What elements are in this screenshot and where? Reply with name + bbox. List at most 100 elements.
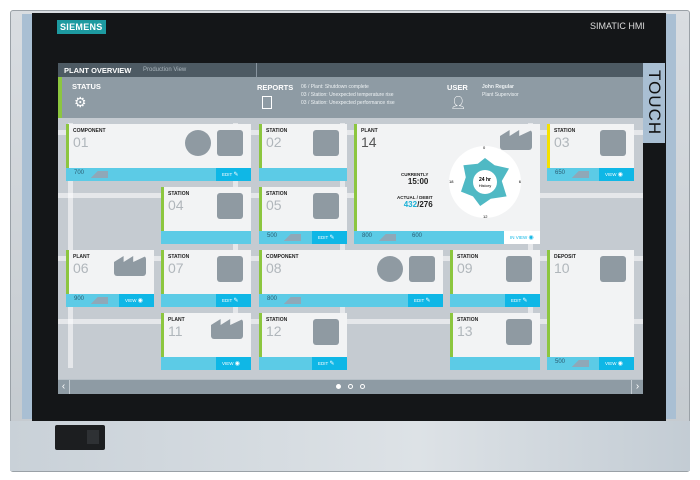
dial-tick-label: 18 <box>449 179 454 184</box>
dial-tick-label: 0 <box>483 145 486 150</box>
page-subtitle: Production View <box>143 67 187 73</box>
pencil-icon: ✎ <box>522 298 528 304</box>
pencil-icon: ✎ <box>425 298 431 304</box>
pipe-icon <box>313 130 339 156</box>
factory-icon <box>211 319 243 339</box>
tile-type: STATION <box>457 254 479 260</box>
tile-station-07[interactable]: STATION 07 EDIT ✎ <box>161 250 251 307</box>
pencil-icon: ✎ <box>329 361 335 367</box>
pipe-icon <box>600 130 626 156</box>
button-label: VIEW <box>605 172 617 177</box>
actual-value: 432 <box>403 200 418 209</box>
button-label: EDIT <box>511 298 522 303</box>
user-icon[interactable]: 👤︎ <box>450 95 467 110</box>
tile-number: 14 <box>361 134 377 150</box>
tile-type: PLANT <box>168 317 185 323</box>
tile-edit-button[interactable]: EDIT ✎ <box>312 231 347 244</box>
pipe-line <box>528 123 533 368</box>
tile-station-13[interactable]: STATION 13 <box>450 313 540 370</box>
tile-bar: 650 VIEW ◉ <box>547 168 634 181</box>
button-label: EDIT <box>222 298 233 303</box>
tile-type: STATION <box>168 191 190 197</box>
button-label: EDIT <box>318 235 329 240</box>
tile-view-button[interactable]: VIEW ◉ <box>216 357 251 370</box>
button-label: VIEW <box>605 361 617 366</box>
tile-bar <box>259 168 347 181</box>
tile-plant-14[interactable]: PLANT 14 CURRENTLY 15:00 ACTUAL / DEBIT 43… <box>354 124 540 244</box>
user-label[interactable]: USER <box>447 83 468 92</box>
tile-edit-button[interactable]: EDIT ✎ <box>216 168 251 181</box>
tile-station-02[interactable]: STATION 02 <box>259 124 347 181</box>
tile-value: 800 <box>267 296 278 302</box>
tile-bar: EDIT ✎ <box>161 294 251 307</box>
pipe-icon <box>506 256 532 282</box>
pipe-line <box>58 319 643 324</box>
tile-edit-button[interactable]: EDIT ✎ <box>216 294 251 307</box>
eye-icon: ◉ <box>234 361 241 367</box>
history-dial[interactable]: 24 hr History 0 6 12 18 <box>449 145 521 219</box>
pipe-icon <box>313 319 339 345</box>
tile-plant-06[interactable]: PLANT 06 900 VIEW ◉ <box>66 250 154 307</box>
tile-plant-11[interactable]: PLANT 11 VIEW ◉ <box>161 313 251 370</box>
tile-bar: VIEW ◉ <box>161 357 251 370</box>
tile-bar: 900 VIEW ◉ <box>66 294 154 307</box>
tile-bar: EDIT ✎ <box>450 294 540 307</box>
tile-station-04[interactable]: STATION 04 <box>161 187 251 244</box>
tile-view-button[interactable]: VIEW ◉ <box>119 294 154 307</box>
pipe-line <box>58 130 643 135</box>
tile-number: 11 <box>168 323 183 339</box>
clipboard-icon[interactable] <box>262 96 272 109</box>
tile-bar: 800 EDIT ✎ <box>259 294 443 307</box>
actual-debit-info: ACTUAL / DEBIT 432/276 <box>397 195 433 209</box>
sparkline-chart <box>567 171 589 178</box>
tile-station-05[interactable]: STATION 05 500 EDIT ✎ <box>259 187 347 244</box>
currently-label: CURRENTLY <box>401 172 429 177</box>
gear-icon[interactable]: ⚙ <box>74 94 87 110</box>
tile-bar <box>161 231 251 244</box>
tile-type: COMPONENT <box>73 128 106 134</box>
tile-edit-button[interactable]: EDIT ✎ <box>505 294 540 307</box>
tile-station-03[interactable]: STATION 03 650 VIEW ◉ <box>547 124 634 181</box>
tile-value: 650 <box>555 170 566 176</box>
tile-edit-button[interactable]: EDIT ✎ <box>312 357 347 370</box>
tile-number: 02 <box>266 134 282 150</box>
header-bar: PLANT OVERVIEW Production View <box>58 63 643 77</box>
tile-in-view-button[interactable]: IN VIEW ◉ <box>504 231 540 244</box>
pencil-icon: ✎ <box>233 172 239 178</box>
sparkline-chart <box>567 360 589 367</box>
button-label: EDIT <box>414 298 425 303</box>
report-item[interactable]: 06 / Plant: Shutdown complete <box>301 84 369 90</box>
tile-component-08[interactable]: COMPONENT 08 800 EDIT ✎ <box>259 250 443 307</box>
tile-view-button[interactable]: VIEW ◉ <box>599 357 634 370</box>
divider <box>256 63 257 77</box>
tile-component-01[interactable]: COMPONENT 01 700 EDIT ✎ <box>66 124 251 181</box>
pipe-line <box>68 123 73 368</box>
page-dot[interactable] <box>348 384 353 389</box>
report-item[interactable]: 03 / Station: Unexpected temperature ris… <box>301 92 394 98</box>
tile-type: PLANT <box>361 128 378 134</box>
page-dot[interactable] <box>336 384 341 389</box>
page-dot[interactable] <box>360 384 365 389</box>
sparkline-chart <box>86 171 108 178</box>
dial-tick-label: 6 <box>518 179 521 184</box>
tile-number: 07 <box>168 260 184 276</box>
report-item[interactable]: 03 / Station: Unexpected performance ris… <box>301 100 395 106</box>
tile-deposit-10[interactable]: DEPOSIT 10 500 VIEW ◉ <box>547 250 634 370</box>
reports-label[interactable]: REPORTS <box>257 83 294 92</box>
status-label[interactable]: STATUS <box>72 82 101 91</box>
dial-sub-label: History <box>478 183 492 188</box>
pager-bar: ‹ › <box>58 379 643 394</box>
button-label: IN VIEW <box>510 235 528 240</box>
next-page-button[interactable]: › <box>631 380 643 394</box>
factory-icon <box>500 130 532 150</box>
button-label: EDIT <box>222 172 233 177</box>
button-label: VIEW <box>125 298 137 303</box>
tile-edit-button[interactable]: EDIT ✎ <box>408 294 443 307</box>
tile-station-12[interactable]: STATION 12 EDIT ✎ <box>259 313 347 370</box>
tile-view-button[interactable]: VIEW ◉ <box>599 168 634 181</box>
tile-type: STATION <box>457 317 479 323</box>
tile-type: COMPONENT <box>266 254 299 260</box>
tile-bar: EDIT ✎ <box>259 357 347 370</box>
tile-station-09[interactable]: STATION 09 EDIT ✎ <box>450 250 540 307</box>
prev-page-button[interactable]: ‹ <box>58 380 70 394</box>
